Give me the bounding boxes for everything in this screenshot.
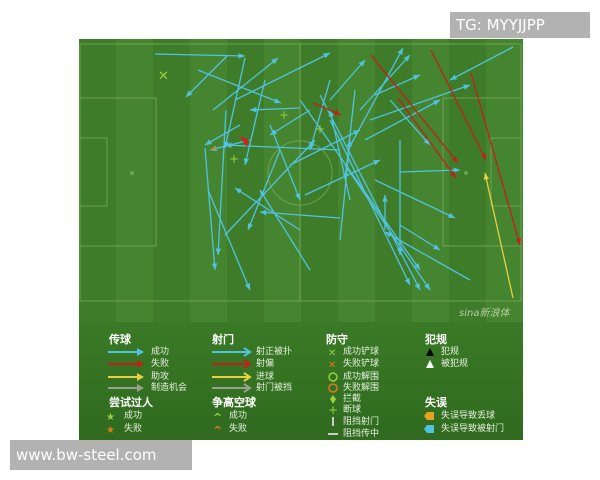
pass-success-arrow [289,129,361,166]
blocked-shot-icon [332,417,334,426]
legend-tackle-success: 成功铲球 [343,347,380,357]
pass-success-arrow [384,231,471,281]
pass-success-arrow [212,57,279,111]
pass-success-arrow [309,79,331,151]
watermark-top-right: TG: MYYJJPP [450,12,590,38]
pass-fail-arrow [397,97,457,179]
tackle-interception-icon: + [315,122,325,136]
pass-fail-arrow [370,54,459,164]
pass-fail-arrow [430,49,487,161]
legend-error-shot: 失误导致被射门 [441,424,505,434]
pass-success-arrow [329,59,366,101]
pass-success-arrow [234,187,301,231]
tackle-interception-icon: + [229,152,239,166]
pass-fail-arrow [312,102,342,116]
blocked-cross-icon [328,433,338,435]
pass-success-arrow [204,124,241,146]
watermark-bottom-left: www.bw-steel.com [10,440,192,470]
tackle-interception-icon: + [279,108,289,122]
legend-interception: 拦截 [343,394,362,404]
dribble-fail-star-icon: ★ [106,425,115,436]
legend-clearance-success: 成功解围 [343,372,380,382]
pass-success-arrow [449,46,514,81]
fouled-triangle-icon [426,360,434,368]
pass-success-arrow [304,159,381,196]
sina-logo: sina新浪体 [459,307,511,319]
pass-success-arrow [382,195,388,230]
aerial-fail-icon: ^ [213,424,222,437]
clearance-success-icon [328,372,338,382]
pass-success-arrow [243,79,266,166]
error-to-shot-icon [424,425,434,433]
pass-success-arrow [204,147,218,271]
pass-success-arrow [359,54,411,111]
markers: ✕ ^ + + + [158,69,325,166]
interception-icon [330,395,336,404]
pass-success-arrow [259,209,341,219]
aerial-fail-icon: ^ [209,145,219,159]
pass-success-arrow [369,84,471,121]
action-arrows [154,46,521,299]
legend-passing-title: 传球 [109,333,131,346]
pass-success-arrow [259,189,311,271]
legend-shots-title: 射门 [212,333,234,346]
pitch-diagram: ✕ ^ + + + sina新浪体 [79,39,523,440]
legend-aerials-title: 争高空球 [212,396,256,409]
legend-clearance-fail: 失败解围 [343,383,380,393]
dribble-success-star-icon: ★ [106,412,115,423]
pitch-lines [79,43,522,302]
legend-shot-saved: 射正被扑 [256,347,293,357]
pass-success-arrow [207,189,251,291]
legend-error-loss: 失误导致丢球 [441,411,496,421]
assist-arrow [483,172,514,299]
clearance-fail-icon [328,383,338,393]
legend-blocked-shot: 阻挡射门 [343,417,380,427]
pass-success-arrow [389,99,431,146]
tackle-success-icon: ✕ [158,69,169,84]
legend-dribble-fail: 失败 [124,424,143,434]
legend-defence-title: 防守 [326,333,348,346]
pass-success-arrow [269,124,301,201]
pass-success-arrow [399,224,441,251]
ball-recovery-plus-icon: + [328,403,338,417]
legend-chance: 制造机会 [151,383,188,393]
legend-pass-success: 成功 [151,347,170,357]
legend-dribble-success: 成功 [124,411,143,421]
legend-pass-fail: 失败 [151,359,170,369]
tackle-fail-icon: ✕ [328,360,336,371]
match-action-map: ✕ ^ + + + sina新浪体 [79,39,523,440]
legend-background [79,322,523,440]
legend-shot-off: 射偏 [256,359,275,369]
legend-foul: 犯规 [441,347,460,357]
legend-blocked-cross: 阻挡传中 [343,429,380,439]
pass-success-arrow [247,149,281,231]
pass-success-arrow [185,54,229,98]
legend-aerial-fail: 失败 [229,424,248,434]
legend-shot-blocked: 射门被挡 [256,383,293,393]
legend-goal: 进球 [256,372,275,382]
pass-success-arrow [154,53,246,59]
pass-fail-arrow [470,72,521,246]
legend-assist: 助攻 [151,372,170,382]
error-to-loss-icon [424,412,434,420]
legend-tackle-fail: 失败铲球 [343,359,380,369]
pass-success-arrow [343,89,356,181]
legend-errors-title: 失误 [425,396,447,409]
aerial-success-icon: ^ [213,411,222,424]
foul-marker-icon [239,136,249,147]
pass-success-arrow [374,179,456,219]
legend-fouls-title: 犯规 [425,333,447,346]
legend-recovery: 断球 [343,405,362,415]
pass-success-arrow [234,52,331,101]
legend-dribbles-title: 尝试过人 [109,396,153,409]
foul-triangle-icon [426,348,434,356]
tackle-success-icon: ✕ [328,348,336,359]
pass-success-arrow [319,94,421,291]
legend-aerial-success: 成功 [229,411,248,421]
pass-success-arrow [364,99,441,141]
pass-success-arrow [374,74,421,96]
pass-success-arrow [197,69,282,104]
legend-fouled: 被犯规 [441,359,469,369]
